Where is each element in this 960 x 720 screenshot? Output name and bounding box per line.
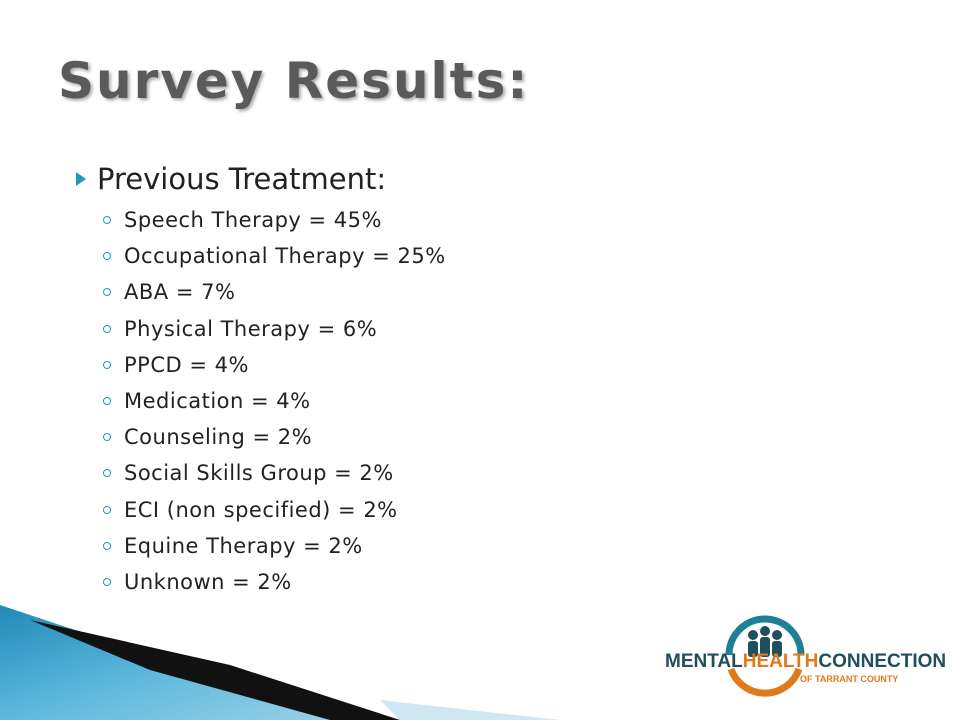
- heading: Previous Treatment:: [97, 162, 387, 196]
- logo-part: CONNECTION: [818, 651, 946, 672]
- list-item: Unknown = 2%: [100, 564, 446, 600]
- list-item: Physical Therapy = 6%: [100, 311, 446, 347]
- list-item: Equine Therapy = 2%: [100, 528, 446, 564]
- item-list: Speech Therapy = 45% Occupational Therapy…: [100, 202, 446, 600]
- title: Survey Results:: [58, 52, 530, 110]
- logo-part: MENTAL: [665, 651, 743, 672]
- list-item: Social Skills Group = 2%: [100, 455, 446, 491]
- list-item: Speech Therapy = 45%: [100, 202, 446, 238]
- list-item: PPCD = 4%: [100, 347, 446, 383]
- list-item: ABA = 7%: [100, 274, 446, 310]
- logo-subtitle: OF TARRANT COUNTY: [800, 674, 898, 684]
- logo-part: HEALTH: [743, 651, 819, 672]
- list-item: ECI (non specified) = 2%: [100, 492, 446, 528]
- bullet: [76, 172, 86, 186]
- list-item: Occupational Therapy = 25%: [100, 238, 446, 274]
- list-item: Counseling = 2%: [100, 419, 446, 455]
- list-item: Medication = 4%: [100, 383, 446, 419]
- logo-text: MENTALHEALTHCONNECTION: [665, 651, 946, 672]
